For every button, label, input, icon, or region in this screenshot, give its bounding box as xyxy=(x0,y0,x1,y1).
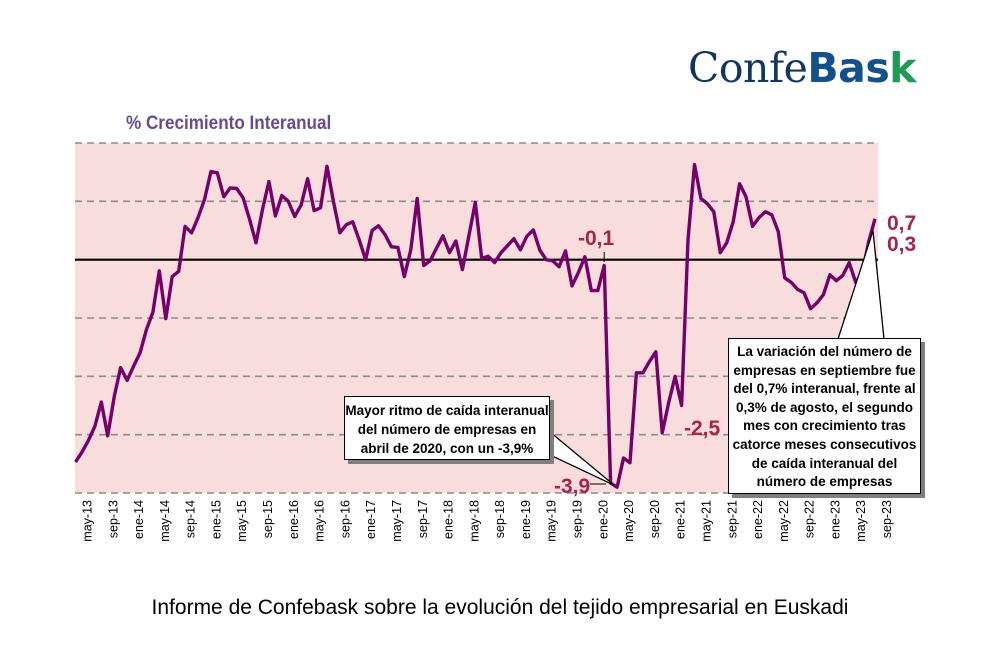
x-tick-label: may-21 xyxy=(699,500,713,542)
x-tick-label: may-15 xyxy=(235,500,249,542)
figure-caption: Informe de Confebask sobre la evolución … xyxy=(151,596,849,619)
x-axis-tick-labels: may-13 sep-13 ene-14 may-14 sep-14 ene-15 may-… xyxy=(81,500,895,542)
x-tick-label: sep-13 xyxy=(106,500,120,538)
x-tick-label: sep-17 xyxy=(416,500,430,538)
x-tick-label: ene-14 xyxy=(132,500,146,539)
x-tick-label: ene-23 xyxy=(828,500,842,539)
callout-line: mes con crecimiento tras xyxy=(743,418,906,434)
chart-title: % Crecimiento Interanual xyxy=(126,113,332,134)
x-tick-label: may-16 xyxy=(313,500,327,542)
callout-line: empresas en septiembre fue xyxy=(733,362,916,378)
callout-line: del número de empresas en xyxy=(357,422,537,437)
callout-line: catorce meses consecutivos xyxy=(732,436,917,452)
x-tick-label: ene-20 xyxy=(596,500,610,539)
x-tick-label: ene-17 xyxy=(364,500,378,539)
logo-part-2: Bas xyxy=(807,44,890,92)
x-tick-label: sep-21 xyxy=(725,500,739,538)
callout-line: Mayor ritmo de caída interanual xyxy=(345,403,549,418)
callout-pointers xyxy=(549,230,885,486)
x-tick-label: may-22 xyxy=(777,500,791,542)
callout-line: número de empresas xyxy=(756,474,893,490)
logo-part-3: k xyxy=(889,44,917,92)
data-label: -2,5 xyxy=(684,417,721,440)
x-tick-label: sep-19 xyxy=(571,500,585,538)
x-tick-label: may-18 xyxy=(467,500,481,542)
data-label: 0,7 xyxy=(887,212,916,235)
x-tick-label: may-19 xyxy=(545,500,559,542)
x-tick-label: sep-14 xyxy=(184,500,198,538)
series-line xyxy=(74,162,877,489)
x-tick-label: sep-15 xyxy=(261,500,275,538)
x-tick-label: ene-16 xyxy=(287,500,301,539)
callout-line: La variación del número de xyxy=(737,344,912,359)
x-tick-label: sep-16 xyxy=(338,500,352,538)
x-tick-label: ene-15 xyxy=(209,500,223,539)
x-tick-label: may-14 xyxy=(158,500,172,542)
data-label: -0,1 xyxy=(578,227,615,250)
callout-september: La variación del número de empresas en s… xyxy=(728,338,921,494)
callout-line: de caída interanual del xyxy=(751,455,898,471)
confebask-logo: ConfeBask xyxy=(688,48,917,89)
x-tick-label: sep-20 xyxy=(648,500,662,538)
data-labels: -0,1 -3,9 -2,5 0,70,3 xyxy=(554,212,916,498)
data-label: 0,3 xyxy=(887,233,916,256)
x-tick-label: ene-19 xyxy=(519,500,533,539)
x-tick-label: may-23 xyxy=(854,500,868,542)
x-tick-label: ene-22 xyxy=(751,500,765,539)
callout-min-drop: Mayor ritmo de caída interanual del núme… xyxy=(344,396,550,460)
x-tick-label: sep-18 xyxy=(493,500,507,538)
logo-part-1: Confe xyxy=(688,44,808,92)
x-tick-label: may-20 xyxy=(622,500,636,542)
data-label: -3,9 xyxy=(554,475,590,498)
callout-pointer xyxy=(549,430,615,486)
x-tick-label: sep-23 xyxy=(880,500,894,538)
x-tick-label: ene-21 xyxy=(674,500,688,539)
callout-line: abril de 2020, con un -3,9% xyxy=(360,441,534,456)
callout-line: del 0,7% interanual, frente al xyxy=(733,381,916,397)
x-tick-label: may-13 xyxy=(81,500,95,542)
x-tick-label: may-17 xyxy=(390,500,404,542)
callout-line: 0,3% de agosto, el segundo xyxy=(735,399,914,415)
x-tick-label: sep-22 xyxy=(803,500,817,538)
x-tick-label: ene-18 xyxy=(442,500,456,539)
